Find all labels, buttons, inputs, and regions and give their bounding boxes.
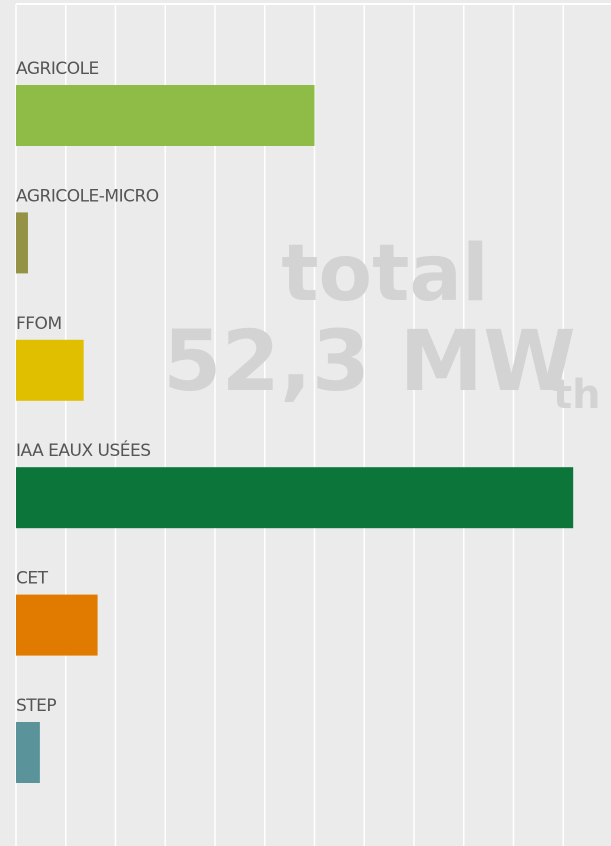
annotation-value: 52,3 MW [163, 312, 576, 410]
bar [16, 85, 315, 146]
bar [16, 594, 98, 656]
category-label: CET [16, 569, 49, 589]
bar [16, 467, 574, 529]
annotation-unit-sub: th [553, 372, 601, 418]
bar [16, 339, 84, 401]
category-label: AGRICOLE-MICRO [16, 186, 159, 206]
category-label: AGRICOLE [16, 59, 99, 79]
category-label: IAA EAUX USÉES [16, 439, 151, 461]
category-label: FFOM [16, 314, 62, 334]
bar [16, 722, 40, 783]
annotation-total: total [281, 229, 489, 319]
category-label: STEP [16, 696, 56, 716]
bar [16, 212, 28, 274]
